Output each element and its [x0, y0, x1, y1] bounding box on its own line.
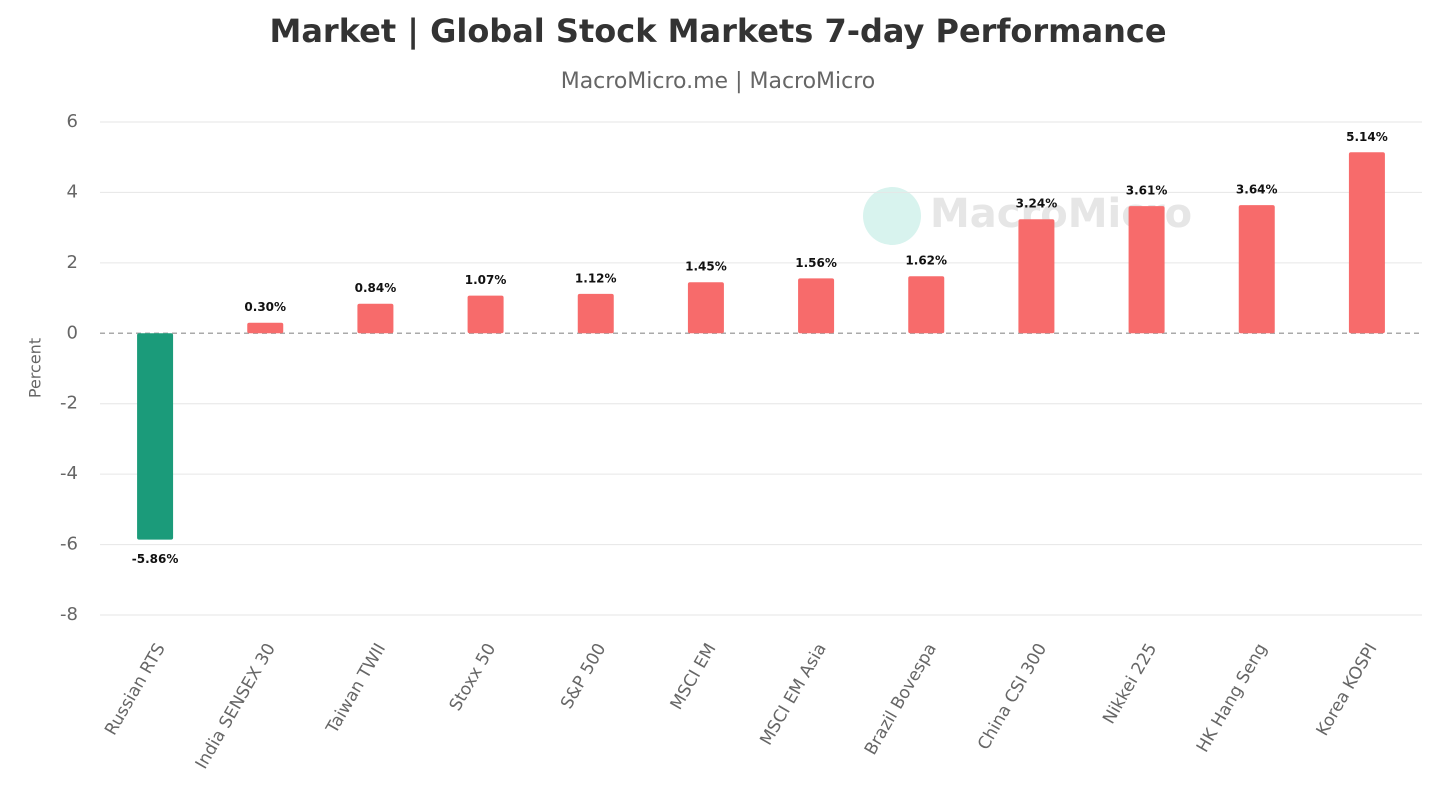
chart-title: Market | Global Stock Markets 7-day Perf…	[269, 12, 1166, 51]
chart-subtitle: MacroMicro.me | MacroMicro	[561, 69, 876, 94]
x-tick-label: HK Hang Seng	[1193, 640, 1271, 756]
watermark-logo	[863, 187, 921, 245]
x-tick-label: Korea KOSPI	[1313, 640, 1382, 739]
bar	[357, 303, 394, 334]
value-label: 3.24%	[1016, 197, 1058, 211]
x-tick-label: Taiwan TWII	[322, 640, 390, 738]
value-label: 0.30%	[244, 300, 286, 314]
bar	[467, 295, 504, 334]
y-tick-label: 0	[67, 322, 78, 343]
value-label: 1.56%	[795, 256, 837, 270]
bar	[1348, 152, 1385, 334]
x-tick-label: Stoxx 50	[446, 640, 501, 715]
bar	[908, 276, 945, 334]
y-tick-label: -8	[60, 604, 78, 625]
x-tick-label: S&P 500	[557, 640, 610, 712]
x-tick-label: Brazil Bovespa	[861, 640, 941, 759]
bar	[137, 333, 174, 540]
value-label: -5.86%	[132, 552, 179, 566]
bar	[577, 293, 614, 334]
value-label: 1.62%	[905, 254, 947, 268]
value-label: 1.45%	[685, 260, 727, 274]
value-label: 3.64%	[1236, 183, 1278, 197]
x-tick-label: Russian RTS	[101, 640, 170, 739]
bar	[1238, 205, 1275, 334]
y-tick-label: -6	[60, 534, 78, 555]
value-label: 5.14%	[1346, 130, 1388, 144]
x-tick-label: MSCI EM	[667, 640, 721, 713]
x-tick-label: MSCI EM Asia	[756, 640, 830, 749]
y-tick-label: -4	[60, 463, 78, 484]
y-axis-title: Percent	[26, 338, 45, 398]
value-label: 1.12%	[575, 271, 617, 285]
value-label: 3.61%	[1126, 184, 1168, 198]
bar	[1128, 206, 1165, 334]
bar	[687, 282, 724, 334]
x-tick-label: India SENSEX 30	[192, 640, 280, 773]
x-tick-label: Nikkei 225	[1099, 640, 1161, 728]
y-tick-label: 4	[67, 181, 78, 202]
bar	[1018, 219, 1055, 334]
y-tick-label: 2	[67, 252, 78, 273]
y-tick-label: 6	[67, 111, 78, 132]
bar	[247, 322, 284, 334]
value-label: 0.84%	[355, 281, 397, 295]
bar	[798, 278, 835, 334]
y-tick-label: -2	[60, 393, 78, 414]
x-tick-label: China CSI 300	[974, 640, 1051, 753]
value-label: 1.07%	[465, 273, 507, 287]
